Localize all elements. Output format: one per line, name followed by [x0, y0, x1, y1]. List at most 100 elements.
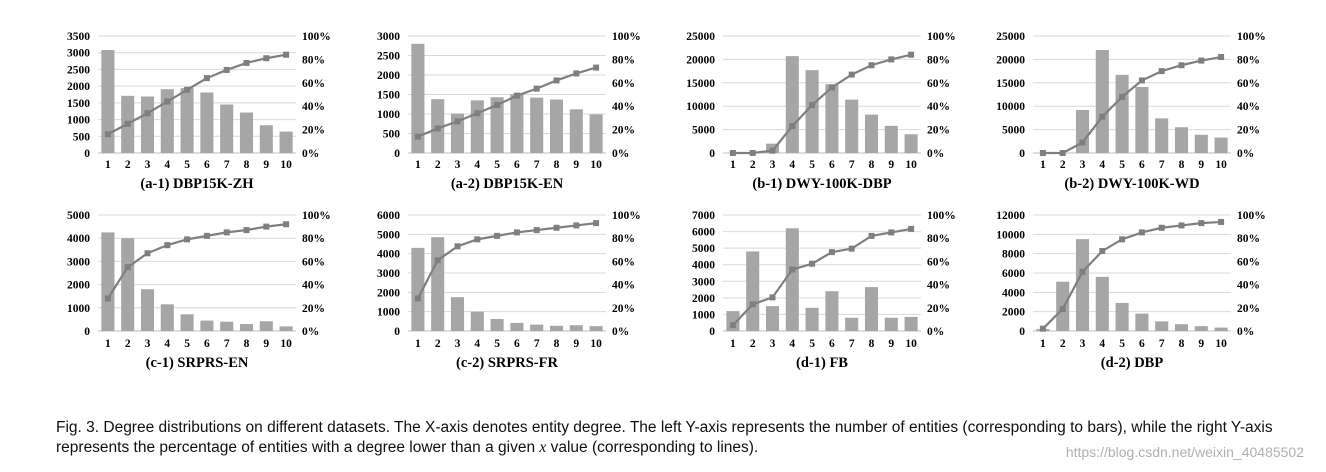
y2-tick-label: 40% — [1237, 101, 1260, 113]
line-series — [732, 227, 912, 326]
y-tick-label: 2000 — [377, 70, 400, 82]
x-tick-label: 5 — [1119, 338, 1125, 350]
y-tick-label: 1000 — [377, 307, 400, 319]
line-marker — [184, 236, 191, 243]
y2-tick-label: 20% — [302, 125, 325, 137]
line-marker — [1198, 220, 1205, 227]
y-tick-label: 6000 — [692, 227, 715, 239]
line-marker — [494, 102, 501, 109]
y2-tick-label: 100% — [1237, 210, 1266, 222]
chart-panel-8: 0 2000 4000 6000 8000 10000 12000 0% 20% 40% 60% 80… — [996, 210, 1266, 371]
x-tick-label: 4 — [474, 338, 480, 350]
y-tick-label: 3000 — [67, 48, 90, 60]
figure-panels: 05001000150020002500300035000%20%40%60%8… — [67, 31, 1266, 371]
x-tick-label: 8 — [869, 338, 875, 350]
y2-tick-label: 40% — [302, 280, 325, 292]
bar — [220, 321, 234, 331]
bar — [411, 43, 425, 153]
chart-title: (c-1) SRPRS-EN — [146, 355, 249, 371]
y-tick-label: 10000 — [996, 229, 1025, 241]
x-tick-label: 10 — [590, 159, 602, 171]
x-tick-label: 10 — [905, 338, 917, 350]
x-tick-label: 5 — [494, 338, 500, 350]
y2-tick-label: 0% — [1237, 326, 1254, 338]
chart-title: (d-2) DBP — [1101, 355, 1164, 371]
line-marker — [1138, 77, 1145, 84]
bar — [845, 99, 859, 153]
line-marker — [789, 123, 796, 130]
bar — [220, 104, 234, 153]
x-tick-label: 7 — [224, 159, 230, 171]
x-tick-label: 3 — [770, 159, 776, 171]
x-tick-label: 9 — [888, 338, 894, 350]
x-tick-label: 8 — [869, 159, 875, 171]
y2-tick-label: 100% — [302, 210, 331, 222]
line-marker — [164, 242, 171, 249]
bar — [589, 326, 603, 331]
bar — [746, 251, 760, 331]
line-marker — [888, 56, 895, 63]
line-marker — [434, 257, 441, 264]
bar — [1135, 87, 1149, 153]
x-tick-label: 7 — [1159, 159, 1165, 171]
y-tick-label: 2000 — [67, 280, 90, 292]
line-marker — [1158, 68, 1165, 75]
bar — [1075, 239, 1090, 331]
bar — [279, 131, 293, 153]
line-marker — [164, 98, 171, 105]
x-tick-label: 3 — [145, 338, 151, 350]
bar — [805, 307, 819, 331]
x-tick-label: 3 — [145, 159, 151, 171]
x-tick-label: 5 — [809, 338, 815, 350]
chart-panel-4: 0 5000 10000 15000 20000 25000 0% 20% 40% 60% 80% 1… — [996, 31, 1266, 192]
x-tick-label: 10 — [280, 338, 292, 350]
y2-tick-label: 80% — [927, 233, 950, 245]
line-series — [416, 222, 597, 300]
y2-tick-label: 20% — [1237, 303, 1260, 315]
line-marker — [283, 221, 290, 228]
x-tick-label: 6 — [829, 159, 835, 171]
y-tick-label: 0 — [709, 326, 715, 338]
line-marker — [573, 222, 580, 229]
y-tick-label: 0 — [709, 148, 715, 160]
line-marker — [203, 232, 210, 239]
bar — [904, 134, 918, 153]
line-marker — [888, 229, 895, 236]
line-marker — [533, 85, 540, 92]
x-tick-label: 8 — [554, 338, 560, 350]
x-tick-label: 3 — [455, 338, 461, 350]
y-tick-label: 4000 — [377, 249, 400, 261]
bar — [431, 237, 445, 331]
line-marker — [1158, 224, 1165, 231]
bar — [530, 324, 544, 331]
line-marker — [729, 322, 736, 329]
y-tick-label: 0 — [394, 148, 400, 160]
x-tick-label: 1 — [730, 338, 736, 350]
y-tick-label: 5000 — [1002, 125, 1025, 137]
line-marker — [243, 227, 250, 234]
y-tick-label: 8000 — [1002, 249, 1025, 261]
line-marker — [749, 150, 756, 156]
bar — [549, 325, 564, 331]
x-tick-label: 1 — [415, 159, 421, 171]
bar — [1174, 127, 1189, 153]
line-series — [417, 66, 597, 138]
line-marker — [1178, 222, 1185, 229]
bar — [510, 322, 524, 331]
x-tick-label: 6 — [514, 159, 520, 171]
line-marker — [1039, 150, 1046, 156]
line-marker — [104, 131, 111, 138]
bar — [470, 311, 484, 331]
x-tick-label: 2 — [125, 159, 131, 171]
line-marker — [454, 243, 461, 250]
y-tick-label: 1000 — [377, 109, 400, 121]
figure-caption: Fig. 3. Degree distributions on differen… — [56, 418, 1306, 458]
line-marker — [513, 92, 520, 99]
y2-tick-label: 100% — [927, 210, 956, 222]
line-marker — [769, 294, 776, 301]
x-tick-label: 7 — [849, 159, 855, 171]
bar — [1115, 302, 1129, 331]
bar — [101, 50, 115, 153]
y-tick-label: 0 — [1019, 326, 1025, 338]
y-tick-label: 25000 — [686, 31, 715, 43]
